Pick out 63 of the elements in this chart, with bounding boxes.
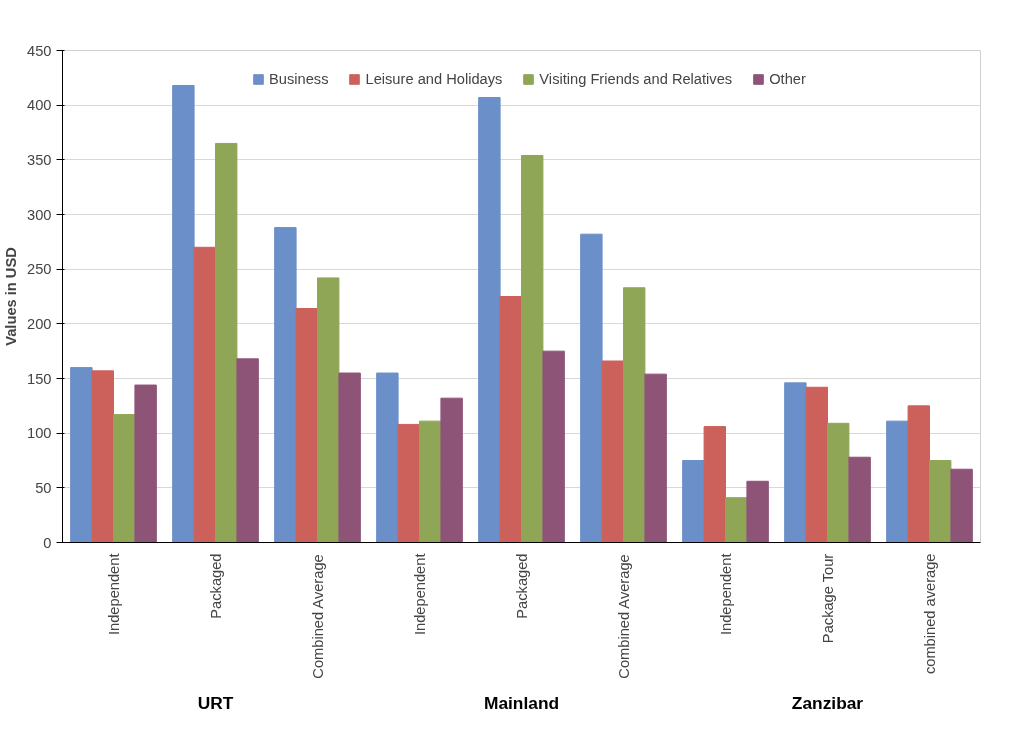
text: Mainland bbox=[483, 692, 560, 713]
bar bbox=[746, 480, 769, 543]
x-tick-label: Independent bbox=[717, 553, 734, 635]
bar bbox=[703, 426, 726, 543]
bar bbox=[70, 367, 93, 543]
x-tick-label: Combined Average bbox=[615, 554, 632, 679]
bar bbox=[478, 97, 501, 543]
bar bbox=[397, 423, 420, 543]
bar bbox=[929, 460, 952, 543]
bar bbox=[623, 287, 646, 543]
bar bbox=[376, 372, 399, 543]
x-tick-label: Independent bbox=[411, 553, 428, 635]
x-tick-label: Combined Average bbox=[309, 554, 326, 679]
x-tick-label: combined average bbox=[921, 553, 938, 675]
text: Zanzibar bbox=[791, 692, 864, 713]
bar bbox=[338, 372, 361, 543]
y-tick-label: 450 bbox=[27, 42, 52, 59]
bar bbox=[805, 386, 828, 543]
y-tick-label: 200 bbox=[27, 315, 52, 332]
bar bbox=[274, 227, 297, 543]
bar bbox=[317, 277, 340, 543]
y-tick-label: 350 bbox=[27, 151, 52, 168]
bar bbox=[827, 422, 850, 543]
x-tick-label: Packaged bbox=[513, 553, 530, 619]
bar bbox=[172, 84, 195, 543]
x-tick-label: Independent bbox=[105, 553, 122, 635]
legend-label: Business bbox=[269, 71, 329, 87]
y-tick-label: 50 bbox=[35, 479, 52, 496]
bar bbox=[215, 142, 238, 543]
y-tick-label: 400 bbox=[27, 97, 52, 114]
y-tick-label: 150 bbox=[27, 370, 52, 387]
bar bbox=[295, 308, 318, 543]
bar bbox=[499, 296, 522, 543]
bar bbox=[440, 397, 463, 543]
bar bbox=[886, 420, 909, 543]
legend-label: Visiting Friends and Relatives bbox=[539, 71, 733, 87]
legend-label: Leisure and Holidays bbox=[365, 71, 503, 87]
bar bbox=[542, 350, 565, 543]
bar bbox=[682, 460, 705, 543]
bar bbox=[784, 382, 807, 543]
bar bbox=[580, 233, 603, 543]
y-axis-title: Values in USD bbox=[3, 247, 20, 346]
y-tick-label: 250 bbox=[27, 261, 52, 278]
bar bbox=[848, 456, 871, 543]
legend-label: Other bbox=[769, 71, 806, 87]
bar bbox=[113, 414, 136, 543]
bar bbox=[91, 370, 114, 543]
bar bbox=[193, 246, 216, 543]
y-tick-label: 100 bbox=[27, 425, 52, 442]
bar bbox=[521, 154, 544, 543]
bar bbox=[907, 405, 930, 543]
bar bbox=[236, 358, 259, 543]
bar bbox=[419, 420, 442, 543]
y-tick-label: 300 bbox=[27, 206, 52, 223]
y-tick-label: 0 bbox=[43, 534, 52, 551]
bar bbox=[725, 497, 748, 543]
text: URT bbox=[197, 692, 234, 713]
bar bbox=[644, 373, 667, 543]
x-tick-label: Packaged bbox=[207, 553, 224, 619]
x-tick-label: Package Tour bbox=[819, 553, 836, 644]
bar bbox=[601, 360, 624, 543]
bar bbox=[134, 384, 157, 543]
bar bbox=[950, 468, 973, 543]
